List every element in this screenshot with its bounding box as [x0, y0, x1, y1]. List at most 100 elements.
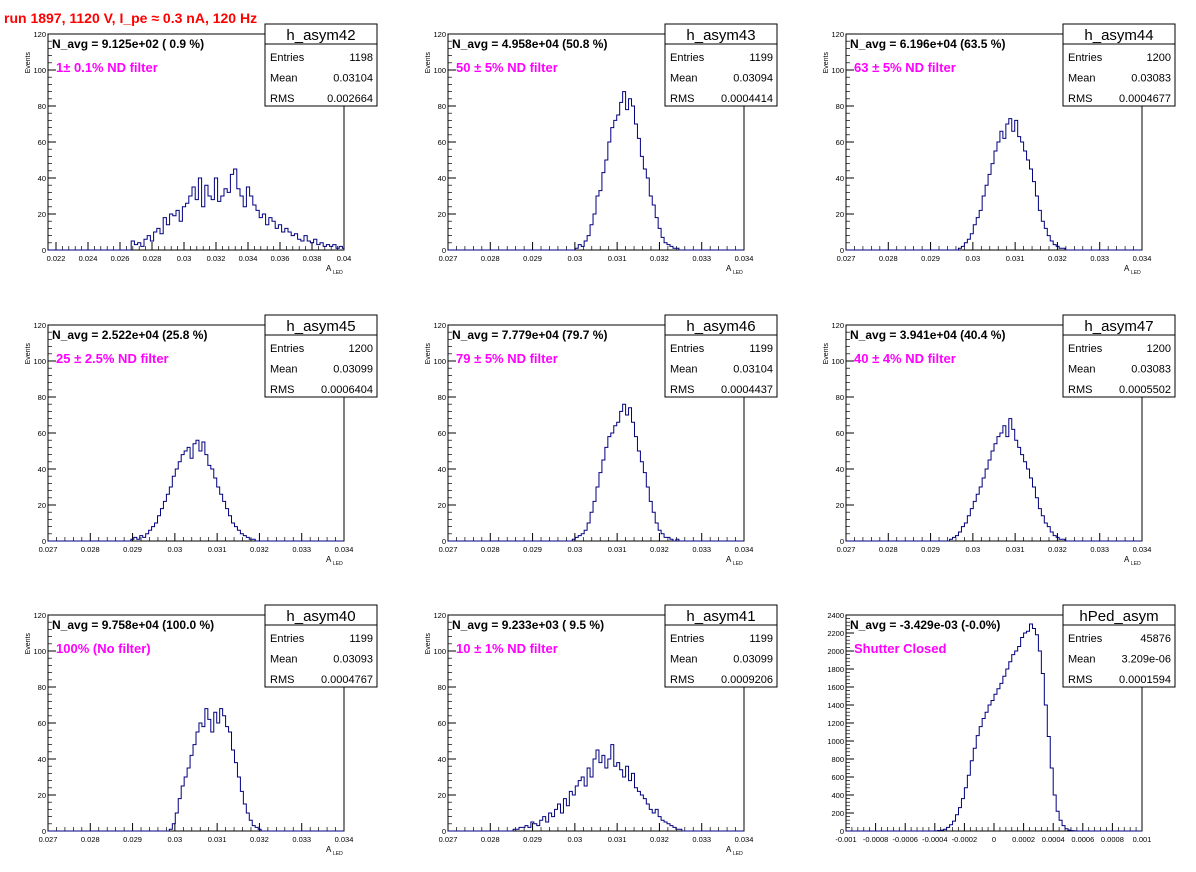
x-tick-label: 0.0006 [1071, 835, 1094, 844]
y-tick-label: 20 [438, 210, 446, 219]
x-tick-label: -0.0006 [892, 835, 917, 844]
x-tick-label: 0.034 [239, 254, 258, 263]
y-tick-label: 60 [38, 719, 46, 728]
x-tick-label: 0.029 [523, 545, 542, 554]
y-tick-label: 0 [840, 827, 844, 836]
x-tick-label: 0.027 [39, 835, 58, 844]
x-axis-label-subscript: LED [1131, 270, 1141, 276]
stats-label: RMS [670, 674, 694, 686]
filter-annotation: Shutter Closed [854, 641, 947, 656]
histogram-series-h_asym40 [48, 708, 344, 832]
x-tick-label: 0.029 [921, 254, 940, 263]
x-tick-label: -0.0002 [952, 835, 977, 844]
y-tick-label: 40 [438, 755, 446, 764]
stats-value: 0.03099 [733, 654, 773, 666]
stats-label: RMS [270, 384, 294, 396]
x-tick-label: 0.038 [303, 254, 322, 263]
y-tick-label: 0 [42, 827, 46, 836]
y-axis-label: Events [823, 343, 830, 365]
x-tick-label: -0.0004 [922, 835, 947, 844]
y-tick-label: 80 [38, 393, 46, 402]
x-tick-label: 0.027 [439, 545, 458, 554]
y-tick-label: 80 [438, 102, 446, 111]
x-tick-label: 0.034 [735, 835, 754, 844]
y-tick-label: 1200 [827, 719, 844, 728]
histogram-name: h_asym42 [286, 27, 355, 44]
x-tick-label: 0.028 [481, 835, 500, 844]
stats-value: 0.0006404 [321, 384, 373, 396]
y-tick-label: 100 [433, 66, 446, 75]
histogram-series-h_asym41 [448, 744, 744, 832]
y-tick-label: 120 [33, 30, 46, 39]
y-tick-label: 60 [438, 138, 446, 147]
stats-box [664, 23, 778, 107]
x-tick-label: 0.0002 [1012, 835, 1035, 844]
stats-value: 1199 [749, 52, 773, 64]
y-tick-label: 40 [38, 174, 46, 183]
x-tick-label: 0.031 [608, 835, 627, 844]
stats-value: 0.0004677 [1119, 93, 1171, 105]
stats-label: Mean [270, 654, 298, 666]
x-axis-label: A [326, 555, 332, 564]
histogram-panel-h_asym43: 0 20 40 60 80 100 120 0.027 0.028 0.029 0.03 0.031 0… [425, 23, 778, 276]
y-tick-label: 100 [33, 357, 46, 366]
x-tick-label: 0.028 [481, 254, 500, 263]
x-tick-label: 0.03 [168, 545, 183, 554]
y-tick-label: 100 [33, 66, 46, 75]
x-tick-label: 0.034 [1133, 545, 1152, 554]
y-tick-label: 2200 [827, 629, 844, 638]
x-tick-label: 0.032 [650, 254, 669, 263]
filter-annotation: 63 ± 5% ND filter [854, 60, 956, 75]
stats-label: Entries [270, 52, 305, 64]
x-axis-label-subscript: LED [733, 561, 743, 567]
stats-value: 1200 [349, 343, 373, 355]
x-tick-label: 0.024 [79, 254, 98, 263]
stats-box [264, 314, 378, 398]
navg-label: N_avg = 9.125e+02 ( 0.9 %) [52, 37, 204, 51]
x-tick-label: 0.032 [650, 835, 669, 844]
x-tick-label: 0.03 [568, 835, 583, 844]
y-tick-label: 600 [831, 773, 844, 782]
y-tick-label: 120 [831, 321, 844, 330]
filter-annotation: 79 ± 5% ND filter [456, 351, 558, 366]
stats-value: 1200 [1147, 52, 1171, 64]
histogram-name: h_asym43 [686, 27, 755, 44]
stats-label: Entries [670, 52, 705, 64]
x-axis-label: A [726, 555, 732, 564]
histogram-name: h_asym46 [686, 318, 755, 335]
y-tick-label: 20 [38, 210, 46, 219]
y-tick-label: 60 [38, 429, 46, 438]
x-tick-label: 0.027 [837, 254, 856, 263]
y-tick-label: 1600 [827, 683, 844, 692]
y-tick-label: 60 [38, 138, 46, 147]
x-axis-label: A [1124, 264, 1130, 273]
histogram-name: h_asym45 [286, 318, 355, 335]
y-tick-label: 60 [836, 429, 844, 438]
stats-value: 0.03104 [733, 364, 773, 376]
stats-value: 0.0009206 [721, 674, 773, 686]
histogram-panel-h_asym44: 0 20 40 60 80 100 120 0.027 0.028 0.029 0.03 0.031 0… [823, 23, 1176, 276]
x-tick-label: 0.033 [692, 545, 711, 554]
stats-label: RMS [1068, 93, 1092, 105]
x-tick-label: 0.0008 [1101, 835, 1124, 844]
y-tick-label: 20 [836, 210, 844, 219]
histogram-series-h_asym46 [448, 403, 744, 542]
stats-value: 1200 [1147, 343, 1171, 355]
x-tick-label: 0.029 [123, 835, 142, 844]
x-tick-label: 0.028 [81, 835, 100, 844]
stats-value: 0.03099 [333, 364, 373, 376]
y-tick-label: 120 [433, 30, 446, 39]
stats-box [1062, 23, 1176, 107]
y-tick-label: 100 [433, 647, 446, 656]
histogram-panel-h_asym40: 0 20 40 60 80 100 120 0.027 0.028 0.029 0.03 0.031 0… [25, 604, 378, 857]
x-tick-label: -0.001 [835, 835, 856, 844]
x-tick-label: 0.027 [439, 254, 458, 263]
stats-label: Entries [670, 633, 705, 645]
run-title: run 1897, 1120 V, I_pe ≈ 0.3 nA, 120 Hz [4, 10, 258, 26]
navg-label: N_avg = 2.522e+04 (25.8 %) [52, 328, 207, 342]
x-tick-label: 0.031 [608, 545, 627, 554]
y-tick-label: 0 [442, 246, 446, 255]
filter-annotation: 100% (No filter) [56, 641, 151, 656]
x-tick-label: 0.027 [39, 545, 58, 554]
